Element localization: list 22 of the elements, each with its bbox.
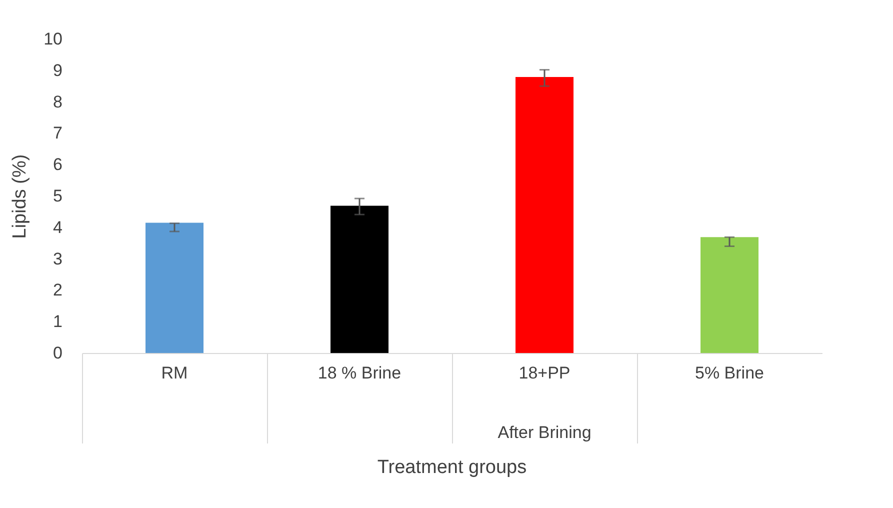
y-tick-label: 1 xyxy=(53,312,62,332)
x-tick-label: RM xyxy=(161,364,188,382)
x-axis-title: Treatment groups xyxy=(377,457,527,478)
bar xyxy=(516,76,574,353)
text: After Brining xyxy=(498,423,592,442)
x-tick-label: 18 % Brine xyxy=(318,364,402,382)
y-tick-label: 8 xyxy=(53,92,62,112)
y-tick-label: 10 xyxy=(44,30,62,48)
bar xyxy=(330,206,388,353)
y-axis-title: Lipids (%) xyxy=(10,154,31,239)
bar xyxy=(146,222,204,353)
x-tick-label: 5% Brine xyxy=(695,364,764,382)
y-tick-label: 4 xyxy=(53,218,62,237)
y-tick-label: 7 xyxy=(53,124,62,143)
y-tick-label: 5 xyxy=(53,186,62,206)
x-tick-label: 18+PP xyxy=(518,364,570,382)
y-tick-label: 9 xyxy=(53,60,62,80)
y-tick-label: 0 xyxy=(53,344,62,362)
y-tick-label: 6 xyxy=(53,155,62,174)
bar xyxy=(700,237,758,353)
y-tick-label: 2 xyxy=(53,280,62,300)
y-tick-label: 3 xyxy=(53,249,62,268)
